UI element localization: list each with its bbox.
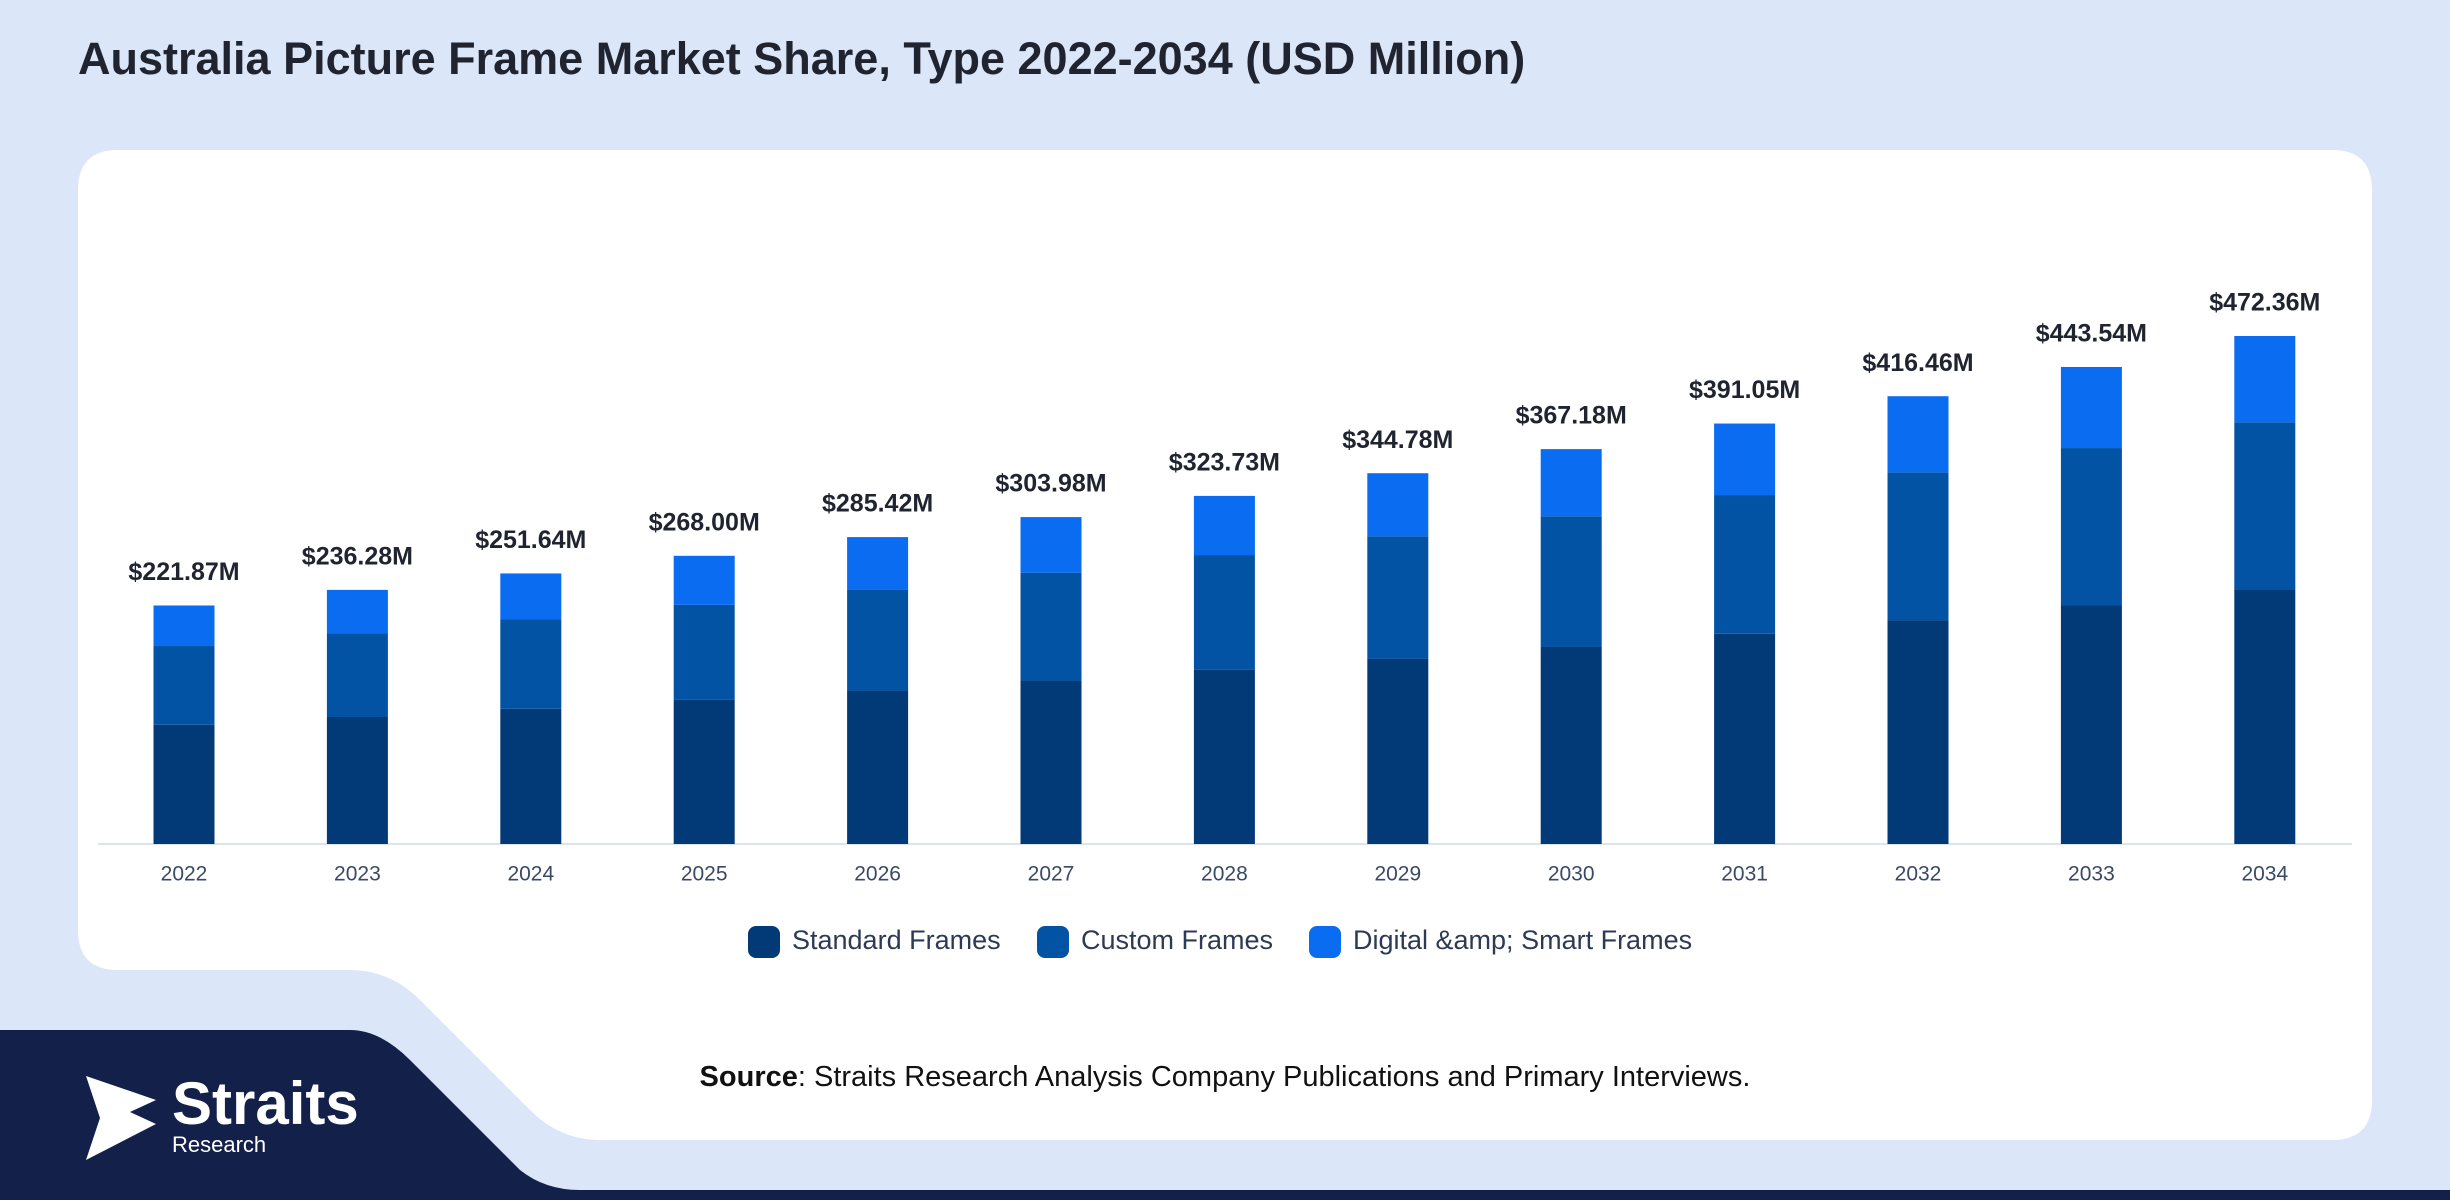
x-tick-label: 2033 [2068,863,2115,886]
bar-segment [1887,620,1949,844]
bar-segment [1020,680,1082,844]
bar-segment [1367,536,1429,659]
bar-segment [1887,396,1949,473]
x-tick-label: 2030 [1548,863,1595,886]
bar-segment [326,717,388,844]
bar-segment [500,619,562,709]
logo-name: Straits [172,1070,359,1137]
bar-segment [2060,366,2122,449]
total-label: $236.28M [302,543,413,571]
bar-segment [673,555,735,605]
bar-segment [673,604,735,700]
bar-segment [1193,669,1255,844]
bar-segment [847,537,909,590]
chart-title: Australia Picture Frame Market Share, Ty… [78,33,1525,84]
x-tick-label: 2024 [507,863,554,886]
bar-segment [1020,517,1082,573]
x-tick-label: 2031 [1721,863,1768,886]
x-tick-label: 2028 [1201,863,1248,886]
bar-segment [1540,516,1602,647]
total-label: $251.64M [475,526,586,554]
logo-sub: Research [172,1132,266,1157]
x-tick-label: 2029 [1374,863,1421,886]
bar-segment [2234,336,2296,423]
total-label: $367.18M [1516,402,1627,430]
x-tick-label: 2023 [334,863,381,886]
bar-segment [1540,646,1602,844]
bar-segment [153,646,215,725]
bar-segment [153,605,215,647]
legend-swatch [748,926,780,958]
total-label: $221.87M [128,558,239,586]
logo-icon [86,1076,156,1160]
legend-label: Standard Frames [792,925,1001,955]
total-label: $344.78M [1342,426,1453,454]
total-label: $323.73M [1169,449,1280,477]
x-tick-label: 2027 [1028,863,1075,886]
bar-segment [1714,423,1776,496]
total-label: $391.05M [1689,376,1800,404]
x-tick-label: 2022 [161,863,208,886]
total-label: $443.54M [2036,320,2147,348]
legend-label: Digital &amp; Smart Frames [1353,925,1692,955]
x-tick-label: 2032 [1895,863,1942,886]
x-tick-label: 2026 [854,863,901,886]
legend-swatch [1309,926,1341,958]
bar-segment [1193,555,1255,670]
bar-segment [1367,473,1429,537]
total-label: $416.46M [1862,349,1973,377]
total-label: $285.42M [822,490,933,518]
bar-segment [326,633,388,717]
bar-segment [500,708,562,844]
x-tick-label: 2025 [681,863,728,886]
bar-segment [673,699,735,844]
bar-segment [326,589,388,634]
legend-swatch [1037,926,1069,958]
footer-band [0,1030,2450,1200]
bar-segment [847,690,909,844]
bar-segment [1193,495,1255,556]
bar-segment [2234,590,2296,844]
total-label: $268.00M [649,508,760,536]
bar-segment [1714,495,1776,634]
legend-label: Custom Frames [1081,925,1273,955]
source-label: Source [700,1061,798,1093]
bar-segment [1367,658,1429,844]
source: Source: Straits Research Analysis Compan… [700,1061,1751,1093]
bar-segment [2234,422,2296,590]
source-text: : Straits Research Analysis Company Publ… [798,1061,1751,1093]
total-label: $303.98M [995,470,1106,498]
bar-segment [500,573,562,620]
total-label: $472.36M [2209,289,2320,317]
bar-segment [1540,449,1602,517]
bar-segment [1020,572,1082,681]
bar-segment [1714,633,1776,844]
x-tick-label: 2034 [2241,863,2288,886]
bar-segment [2060,448,2122,606]
bar-segment [847,589,909,691]
bar-segment [153,724,215,844]
bar-segment [2060,605,2122,844]
bar-segment [1887,472,1949,621]
